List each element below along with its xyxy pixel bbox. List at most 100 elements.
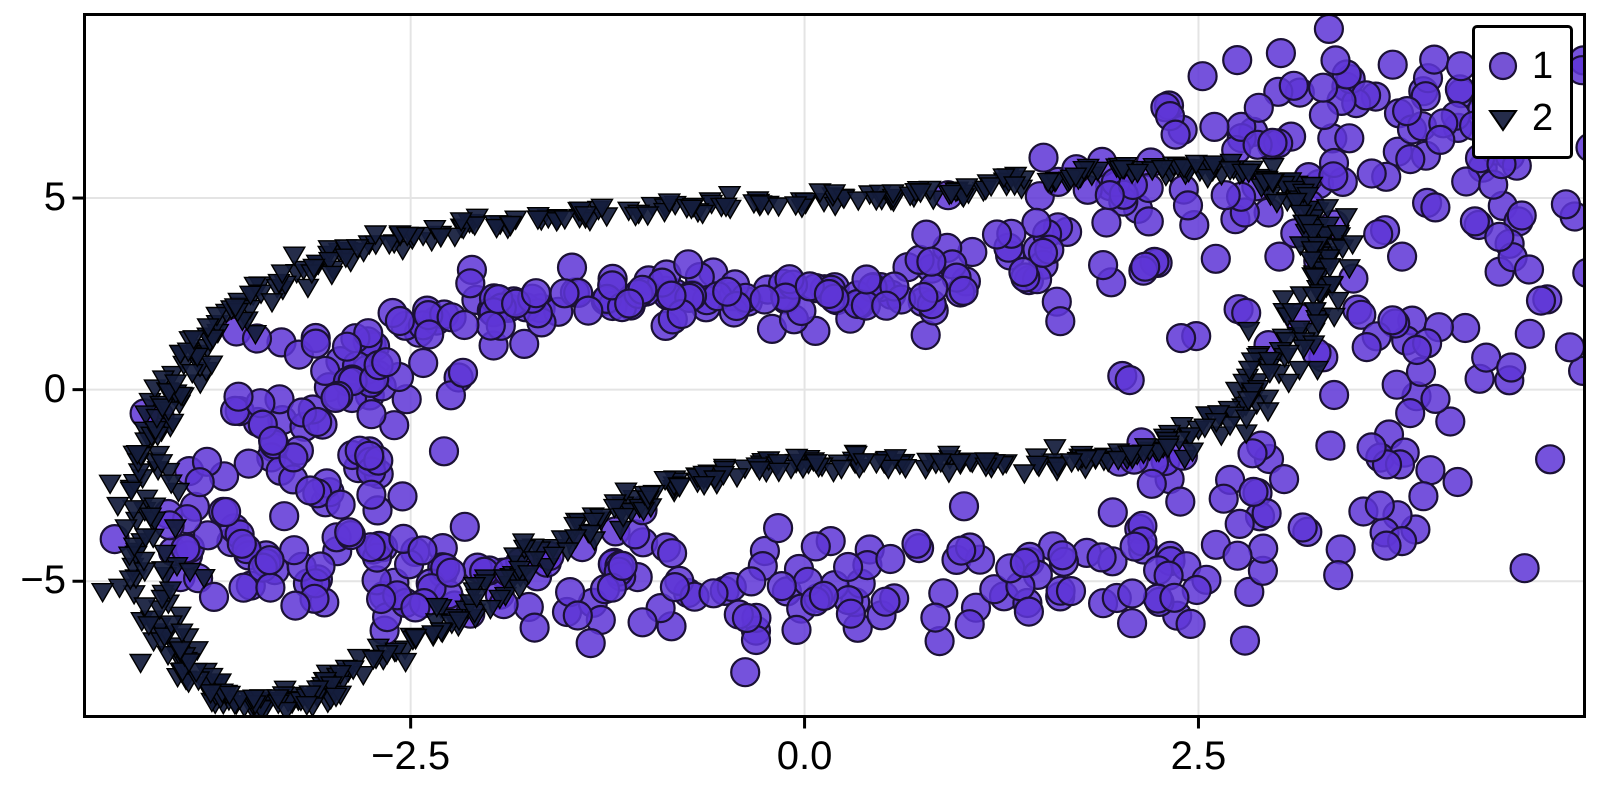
data-point-circle bbox=[223, 381, 254, 412]
data-point-circle bbox=[1257, 127, 1288, 158]
data-point-circle bbox=[1315, 430, 1346, 461]
data-point-circle bbox=[226, 528, 257, 559]
data-point-circle bbox=[1356, 432, 1387, 463]
legend-item-2: 2 bbox=[1486, 97, 1570, 140]
data-point-circle bbox=[1318, 161, 1349, 192]
data-point-triangle bbox=[404, 628, 428, 649]
data-point-circle bbox=[730, 657, 761, 688]
data-point-triangle bbox=[317, 240, 341, 261]
data-point-circle bbox=[211, 496, 242, 528]
data-point-circle bbox=[455, 268, 486, 299]
data-point-circle bbox=[835, 598, 867, 629]
data-point-circle bbox=[280, 590, 311, 621]
data-point-circle bbox=[575, 627, 606, 659]
data-point-triangle bbox=[125, 445, 150, 466]
data-point-triangle bbox=[1276, 344, 1301, 365]
data-point-circle bbox=[1097, 497, 1128, 528]
data-point-circle bbox=[656, 280, 687, 311]
data-point-triangle bbox=[614, 482, 638, 503]
data-point-circle bbox=[1513, 254, 1545, 285]
data-point-circle bbox=[731, 602, 763, 634]
data-point-circle bbox=[911, 219, 942, 250]
data-point-triangle bbox=[295, 696, 319, 716]
data-point-circle bbox=[1210, 180, 1241, 211]
data-point-circle bbox=[1200, 243, 1231, 274]
x-tick-label: −2.5 bbox=[371, 734, 451, 778]
y-tick-label: 5 bbox=[43, 175, 66, 220]
data-point-circle bbox=[1248, 533, 1279, 564]
data-point-triangle bbox=[182, 330, 206, 351]
data-point-triangle bbox=[1334, 208, 1359, 229]
data-point-triangle bbox=[1303, 268, 1328, 289]
data-point-circle bbox=[384, 305, 415, 337]
data-point-circle bbox=[1420, 383, 1451, 414]
data-point-circle bbox=[1222, 44, 1253, 76]
data-point-circle bbox=[1265, 37, 1297, 69]
data-point-circle bbox=[387, 481, 418, 512]
data-point-circle bbox=[520, 278, 552, 309]
data-point-circle bbox=[762, 512, 794, 544]
data-point-triangle bbox=[542, 546, 566, 567]
data-point-circle bbox=[607, 550, 638, 582]
data-point-circle bbox=[1377, 49, 1408, 80]
data-point-circle bbox=[1027, 237, 1059, 268]
data-point-circle bbox=[1575, 134, 1584, 161]
data-point-triangle bbox=[346, 648, 371, 669]
data-point-circle bbox=[908, 281, 939, 313]
data-point-circle bbox=[1506, 200, 1537, 231]
data-point-circle bbox=[354, 440, 385, 471]
data-point-circle bbox=[428, 436, 460, 467]
data-point-circle bbox=[1442, 466, 1473, 498]
data-point-circle bbox=[1484, 221, 1515, 252]
data-point-triangle bbox=[581, 512, 606, 533]
data-point-circle bbox=[1086, 542, 1117, 573]
data-point-triangle bbox=[1326, 291, 1350, 312]
data-point-circle bbox=[813, 278, 845, 310]
data-point-circle bbox=[1159, 582, 1190, 613]
data-point-circle bbox=[1419, 44, 1450, 75]
data-point-triangle bbox=[955, 178, 979, 199]
data-point-triangle bbox=[502, 547, 527, 568]
y-tick-label: −5 bbox=[20, 558, 66, 603]
data-point-circle bbox=[948, 491, 980, 522]
data-point-triangle bbox=[90, 583, 115, 604]
data-point-triangle bbox=[192, 569, 216, 590]
data-point-triangle bbox=[783, 196, 808, 217]
data-point-triangle bbox=[1064, 167, 1088, 188]
data-point-triangle bbox=[447, 611, 471, 632]
data-point-circle bbox=[1172, 190, 1204, 221]
data-point-triangle bbox=[1106, 450, 1131, 471]
data-point-triangle bbox=[1276, 373, 1301, 394]
data-point-circle bbox=[436, 557, 467, 588]
data-point-circle bbox=[1514, 318, 1545, 349]
data-point-circle bbox=[1408, 481, 1439, 512]
data-point-triangle bbox=[1236, 321, 1261, 342]
data-point-triangle bbox=[864, 191, 889, 212]
data-point-triangle bbox=[725, 468, 749, 489]
data-point-circle bbox=[1364, 490, 1395, 521]
data-point-triangle bbox=[747, 461, 772, 482]
data-point-triangle bbox=[298, 685, 322, 706]
data-point-circle bbox=[449, 309, 480, 341]
data-point-circle bbox=[1323, 559, 1354, 591]
series-1-points bbox=[99, 15, 1584, 688]
data-point-triangle bbox=[526, 210, 550, 231]
data-point-circle bbox=[258, 425, 289, 456]
data-point-circle bbox=[198, 581, 230, 613]
data-point-triangle bbox=[511, 533, 536, 554]
data-point-triangle bbox=[1125, 163, 1150, 184]
data-point-circle bbox=[325, 489, 356, 520]
data-point-triangle bbox=[573, 206, 598, 227]
data-point-circle bbox=[449, 511, 480, 542]
data-point-circle bbox=[1091, 207, 1122, 238]
data-point-circle bbox=[1363, 219, 1394, 250]
data-point-triangle bbox=[516, 565, 541, 586]
data-point-circle bbox=[1243, 92, 1274, 123]
data-point-triangle bbox=[163, 374, 188, 395]
data-point-circle bbox=[656, 538, 688, 569]
data-point-triangle bbox=[163, 519, 188, 540]
data-point-triangle bbox=[302, 258, 326, 279]
data-point-circle bbox=[192, 520, 223, 551]
data-point-circle bbox=[1114, 365, 1145, 396]
